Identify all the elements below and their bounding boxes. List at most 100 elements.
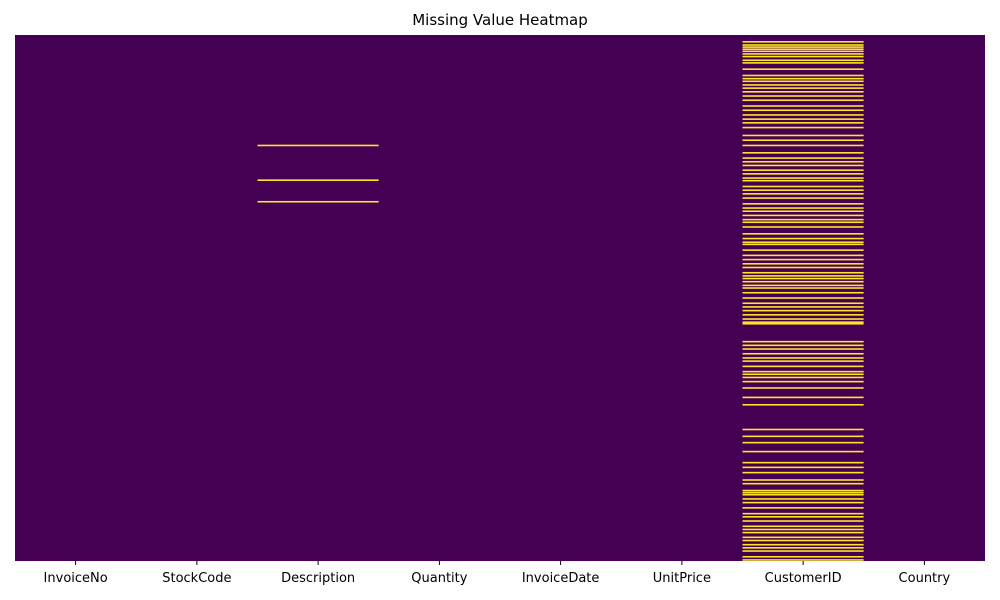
missing-stripe-customerid-89: [742, 466, 864, 469]
missing-stripe-customerid-2: [742, 46, 864, 48]
missing-stripe-customerid-42: [742, 214, 864, 217]
missing-stripe-customerid-63: [742, 302, 864, 305]
missing-stripe-customerid-88: [742, 461, 864, 464]
missing-stripe-customerid-72: [742, 348, 864, 350]
x-tick-label-invoiceno: InvoiceNo: [44, 571, 108, 586]
missing-stripe-customerid-107: [742, 543, 864, 546]
missing-stripe-customerid-14: [742, 87, 864, 89]
missing-stripe-customerid-64: [742, 306, 864, 308]
missing-stripe-customerid-101: [742, 520, 864, 522]
missing-stripe-customerid-108: [742, 547, 864, 549]
x-tick-label-country: Country: [899, 571, 951, 586]
x-tick-label-description: Description: [281, 571, 355, 586]
missing-stripe-customerid-57: [742, 277, 864, 280]
missing-stripe-customerid-40: [742, 207, 864, 209]
missing-stripe-customerid-75: [742, 360, 864, 362]
missing-stripe-customerid-103: [742, 528, 864, 531]
missing-stripe-customerid-81: [742, 387, 864, 389]
missing-stripe-customerid-10: [742, 74, 864, 77]
missing-stripe-customerid-17: [742, 99, 864, 102]
missing-stripe-customerid-93: [742, 489, 864, 492]
missing-stripe-customerid-65: [742, 309, 864, 312]
missing-stripe-customerid-70: [742, 340, 864, 343]
missing-stripe-customerid-86: [742, 441, 864, 444]
missing-stripe-customerid-111: [742, 559, 864, 561]
missing-stripe-customerid-91: [742, 479, 864, 481]
missing-stripe-customerid-78: [742, 373, 864, 376]
missing-stripe-customerid-51: [742, 254, 864, 257]
missing-stripe-customerid-62: [742, 297, 864, 299]
missing-stripe-customerid-32: [742, 173, 864, 175]
missing-stripe-customerid-105: [742, 536, 864, 539]
x-tick-label-unitprice: UnitPrice: [653, 571, 711, 586]
column-description: [257, 35, 379, 561]
missing-stripe-customerid-67: [742, 318, 864, 320]
missing-stripe-customerid-71: [742, 344, 864, 347]
missing-stripe-customerid-48: [742, 241, 864, 244]
missing-stripe-customerid-29: [742, 160, 864, 163]
missing-stripe-customerid-102: [742, 525, 864, 528]
missing-stripe-customerid-12: [742, 80, 864, 83]
missing-stripe-customerid-27: [742, 152, 864, 154]
missing-stripe-customerid-28: [742, 157, 864, 159]
missing-stripe-customerid-98: [742, 507, 864, 509]
x-tick-label-quantity: Quantity: [411, 571, 467, 586]
missing-stripe-customerid-45: [742, 226, 864, 228]
missing-stripe-customerid-46: [742, 233, 864, 235]
missing-stripe-customerid-109: [742, 550, 864, 552]
missing-stripe-customerid-58: [742, 280, 864, 283]
column-stockcode: [136, 35, 258, 561]
missing-stripe-customerid-56: [742, 275, 864, 277]
missing-stripe-customerid-84: [742, 428, 864, 431]
column-unitprice: [621, 35, 743, 561]
missing-stripe-customerid-1: [742, 44, 864, 46]
missing-stripe-customerid-34: [742, 179, 864, 182]
missing-stripe-description-2: [257, 200, 379, 203]
missing-stripe-customerid-15: [742, 91, 864, 93]
missing-stripe-customerid-3: [742, 48, 864, 50]
missing-stripe-customerid-22: [742, 122, 864, 124]
missing-stripe-customerid-73: [742, 352, 864, 355]
missing-stripe-customerid-66: [742, 314, 864, 316]
missing-stripe-customerid-20: [742, 114, 864, 116]
missing-stripe-customerid-8: [742, 62, 864, 64]
missing-stripe-customerid-50: [742, 249, 864, 251]
missing-stripe-customerid-49: [742, 243, 864, 246]
missing-stripe-customerid-106: [742, 539, 864, 542]
missing-stripe-customerid-43: [742, 218, 864, 221]
missing-stripe-customerid-9: [742, 68, 864, 70]
missing-stripe-customerid-33: [742, 177, 864, 179]
missing-stripe-customerid-13: [742, 84, 864, 86]
missing-stripe-customerid-4: [742, 50, 864, 53]
missing-stripe-customerid-61: [742, 291, 864, 294]
missing-stripe-customerid-7: [742, 59, 864, 62]
x-tick-label-customerid: CustomerID: [765, 571, 842, 586]
missing-stripe-customerid-6: [742, 55, 864, 58]
x-tick-label-invoicedate: InvoiceDate: [522, 571, 600, 586]
missing-stripe-customerid-0: [742, 41, 864, 43]
missing-stripe-customerid-41: [742, 210, 864, 213]
missing-stripe-customerid-92: [742, 482, 864, 485]
missing-stripe-customerid-54: [742, 266, 864, 269]
missing-stripe-customerid-23: [742, 126, 864, 129]
missing-stripe-customerid-36: [742, 189, 864, 191]
missing-stripe-customerid-19: [742, 109, 864, 112]
chart-title: Missing Value Heatmap: [412, 11, 588, 29]
missing-stripe-customerid-83: [742, 403, 864, 406]
missing-stripe-customerid-60: [742, 287, 864, 289]
missing-stripe-customerid-26: [742, 144, 864, 147]
missing-stripe-customerid-80: [742, 380, 864, 383]
missing-stripe-customerid-30: [742, 164, 864, 167]
missing-stripe-customerid-97: [742, 501, 864, 504]
missing-stripe-customerid-31: [742, 169, 864, 171]
missing-stripe-customerid-96: [742, 498, 864, 500]
missing-stripe-customerid-18: [742, 105, 864, 107]
missing-stripe-customerid-59: [742, 284, 864, 287]
column-invoiceno: [15, 35, 137, 561]
missing-stripe-customerid-85: [742, 435, 864, 438]
missing-stripe-customerid-39: [742, 203, 864, 205]
missing-stripe-customerid-44: [742, 221, 864, 224]
missing-stripe-customerid-53: [742, 263, 864, 265]
missing-stripe-customerid-24: [742, 134, 864, 137]
